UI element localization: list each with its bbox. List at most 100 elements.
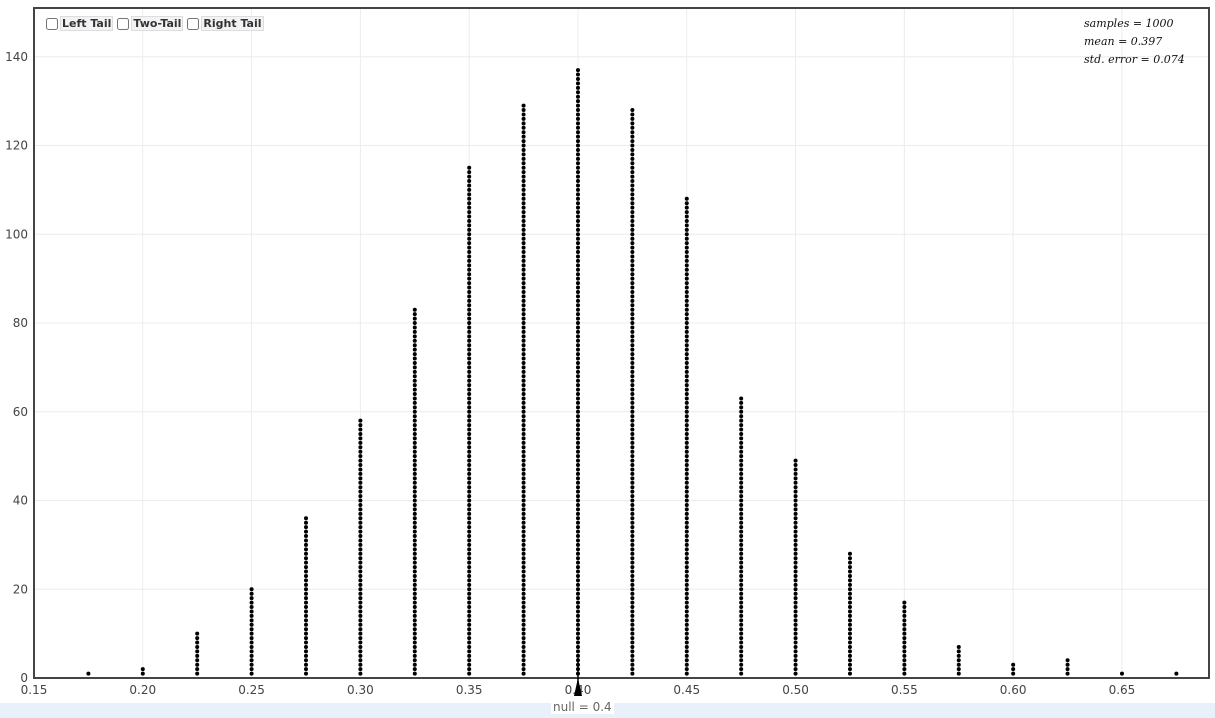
- sample-dot: [412, 467, 417, 472]
- sample-dot: [1065, 662, 1070, 667]
- sample-dot: [684, 534, 689, 539]
- sample-dot: [412, 551, 417, 556]
- sample-dot: [358, 507, 363, 512]
- sample-dot: [467, 179, 472, 184]
- sample-dot: [902, 644, 907, 649]
- sample-dot: [956, 653, 961, 658]
- sample-dot: [630, 507, 635, 512]
- sample-dot: [575, 121, 580, 126]
- sample-dot: [575, 431, 580, 436]
- sample-dot: [412, 458, 417, 463]
- sample-dot: [412, 525, 417, 530]
- sample-dot: [575, 201, 580, 206]
- sample-dot: [467, 387, 472, 392]
- sample-dot: [630, 338, 635, 343]
- sample-dot: [793, 463, 798, 468]
- sample-dot: [575, 312, 580, 317]
- y-tick-label: 80: [13, 316, 28, 330]
- sample-dot: [793, 498, 798, 503]
- sample-dot: [630, 174, 635, 179]
- stats-box: samples = 1000 mean = 0.397 std. error =…: [1084, 15, 1185, 69]
- sample-dot: [793, 565, 798, 570]
- left-tail-label[interactable]: Left Tail: [60, 16, 114, 31]
- sample-dot: [739, 613, 744, 618]
- sample-dot: [575, 538, 580, 543]
- sample-dot: [684, 498, 689, 503]
- sample-dot: [793, 507, 798, 512]
- sample-dot: [684, 596, 689, 601]
- sample-dot: [575, 352, 580, 357]
- two-tail-label[interactable]: Two-Tail: [131, 16, 184, 31]
- sample-dot: [521, 121, 526, 126]
- sample-dot: [575, 396, 580, 401]
- sample-dot: [412, 587, 417, 592]
- sample-dot: [739, 653, 744, 658]
- sample-dot: [739, 400, 744, 405]
- sample-dot: [630, 454, 635, 459]
- sample-dot: [575, 587, 580, 592]
- sample-dot: [195, 667, 200, 672]
- sample-dot: [739, 591, 744, 596]
- sample-dot: [521, 525, 526, 530]
- sample-dot: [303, 529, 308, 534]
- sample-dot: [793, 587, 798, 592]
- sample-dot: [1011, 662, 1016, 667]
- sample-dot: [684, 542, 689, 547]
- sample-dot: [847, 627, 852, 632]
- y-tick-label: 20: [13, 582, 28, 596]
- tail-controls: Left Tail Two-Tail Right Tail: [46, 16, 264, 31]
- right-tail-label[interactable]: Right Tail: [201, 16, 264, 31]
- sample-dot: [575, 502, 580, 507]
- sample-dot: [630, 636, 635, 641]
- sample-dot: [684, 494, 689, 499]
- sample-dot: [521, 534, 526, 539]
- sample-dot: [847, 556, 852, 561]
- sample-dot: [630, 183, 635, 188]
- sample-dot: [630, 227, 635, 232]
- two-tail-option[interactable]: Two-Tail: [117, 16, 184, 31]
- sample-dot: [358, 613, 363, 618]
- sample-dot: [630, 534, 635, 539]
- sample-dot: [521, 440, 526, 445]
- sample-dot: [793, 600, 798, 605]
- sample-dot: [630, 649, 635, 654]
- sample-dot: [575, 618, 580, 623]
- sample-dot: [847, 573, 852, 578]
- sample-dot: [630, 170, 635, 175]
- sample-dot: [521, 294, 526, 299]
- sample-dot: [521, 423, 526, 428]
- sample-dot: [467, 489, 472, 494]
- sample-dot: [575, 329, 580, 334]
- sample-dot: [575, 494, 580, 499]
- sample-dot: [412, 498, 417, 503]
- sample-dot: [739, 622, 744, 627]
- sample-dot: [684, 547, 689, 552]
- sample-dot: [793, 627, 798, 632]
- sample-dot: [467, 405, 472, 410]
- sample-dot: [412, 578, 417, 583]
- sample-dot: [684, 538, 689, 543]
- mean-stat: mean = 0.397: [1084, 35, 1163, 48]
- sample-dot: [684, 525, 689, 530]
- two-tail-checkbox[interactable]: [117, 17, 130, 30]
- sample-dot: [847, 644, 852, 649]
- sample-dot: [847, 605, 852, 610]
- sample-dot: [630, 551, 635, 556]
- right-tail-option[interactable]: Right Tail: [187, 16, 264, 31]
- sample-dot: [358, 596, 363, 601]
- sample-dot: [358, 591, 363, 596]
- sample-dot: [575, 498, 580, 503]
- sample-dot: [684, 360, 689, 365]
- sample-dot: [412, 547, 417, 552]
- sample-dot: [303, 613, 308, 618]
- samples-stat: samples = 1000: [1084, 17, 1174, 30]
- left-tail-checkbox[interactable]: [46, 17, 58, 30]
- sample-dot: [630, 108, 635, 113]
- sample-dot: [793, 649, 798, 654]
- sample-dot: [521, 467, 526, 472]
- right-tail-checkbox[interactable]: [187, 17, 200, 30]
- sample-dot: [739, 458, 744, 463]
- sample-dot: [793, 485, 798, 490]
- sample-dot: [575, 174, 580, 179]
- left-tail-option[interactable]: Left Tail: [46, 16, 114, 31]
